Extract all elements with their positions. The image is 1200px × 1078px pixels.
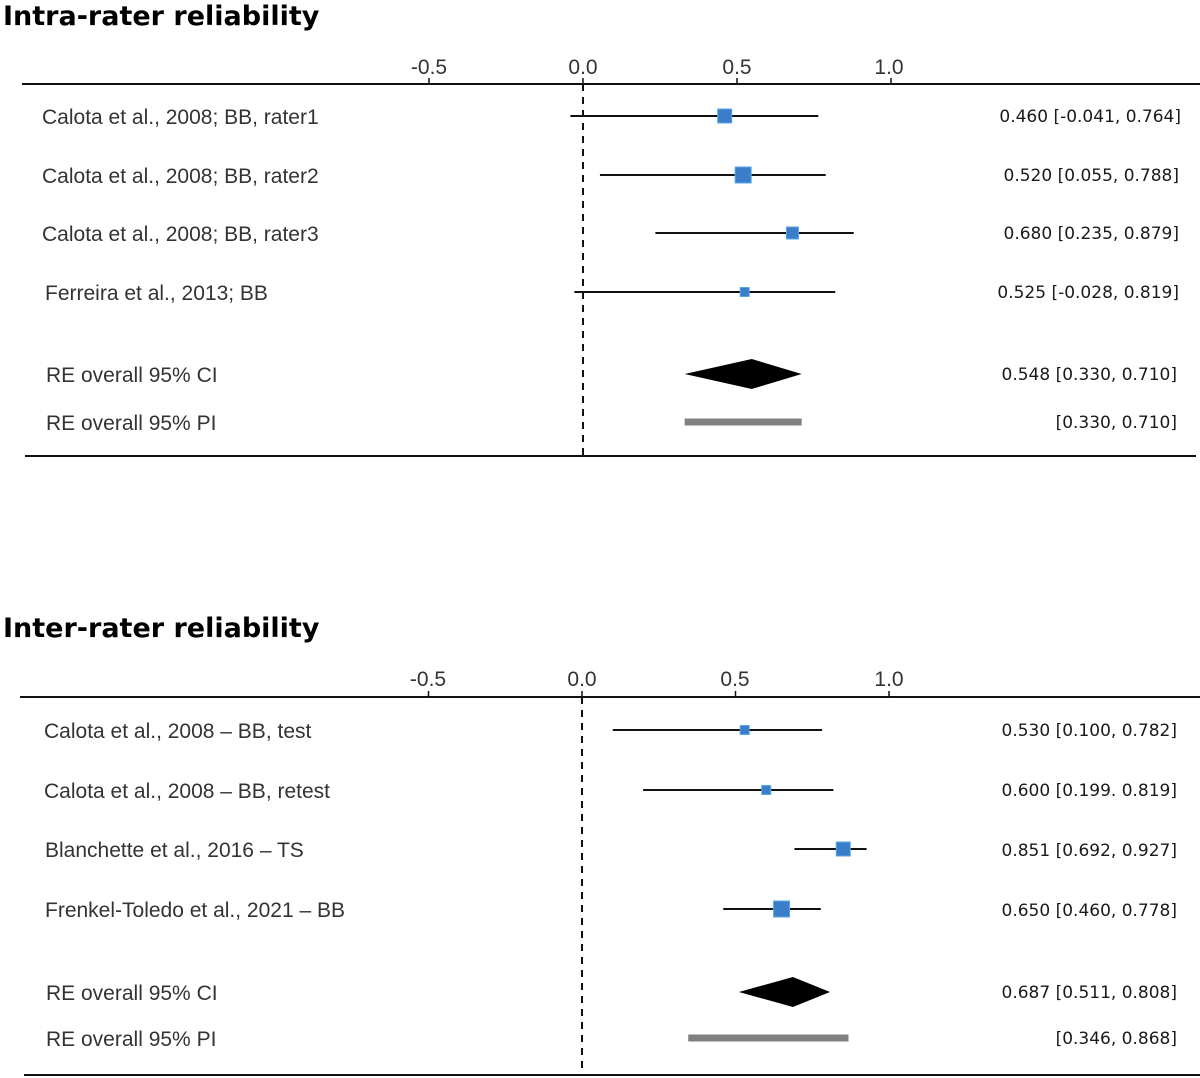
overall-pi-value: [0.330, 0.710]	[1056, 413, 1177, 433]
point-estimate-marker	[739, 725, 750, 735]
study-label: Blanchette et al., 2016 – TS	[45, 839, 304, 862]
study-label: Calota et al., 2008 – BB, retest	[44, 780, 330, 803]
point-estimate-marker	[761, 785, 772, 795]
study-label: Calota et al., 2008 – BB, test	[44, 720, 311, 743]
point-estimate-marker	[717, 108, 733, 124]
value-label: 0.530 [0.100, 0.782]	[1002, 721, 1177, 741]
study-label: Calota et al., 2008; BB, rater2	[42, 165, 319, 188]
inter-rater-panel: Inter-rater reliability -0.5 0.0 0.5 1.0…	[3, 613, 1200, 1076]
point-estimate-marker	[773, 900, 791, 918]
plot-marks	[20, 691, 1200, 1076]
overall-pi-label: RE overall 95% PI	[46, 412, 216, 435]
overall-ci-value: 0.548 [0.330, 0.710]	[1002, 365, 1177, 385]
value-label: 0.460 [-0.041, 0.764]	[999, 107, 1181, 127]
value-label: 0.680 [0.235, 0.879]	[1004, 224, 1179, 244]
panel-title: Inter-rater reliability	[3, 613, 320, 644]
point-estimate-marker	[835, 841, 851, 857]
overall-ci-label: RE overall 95% CI	[46, 982, 218, 1005]
plot-marks	[22, 78, 1200, 457]
value-label: 0.520 [0.055, 0.788]	[1004, 166, 1179, 186]
tick-label: -0.5	[410, 668, 446, 691]
tick-label: 1.0	[874, 56, 903, 79]
overall-pi-label: RE overall 95% PI	[46, 1028, 216, 1051]
overall-pi-bar	[684, 418, 802, 426]
point-estimate-marker	[785, 226, 799, 240]
intra-rater-panel: Intra-rater reliability -0.5 0.0 0.5 1.0…	[3, 1, 1200, 457]
value-label: 0.600 [0.199. 0.819]	[1002, 781, 1177, 801]
tick-label: 0.5	[722, 56, 751, 79]
overall-ci-label: RE overall 95% CI	[46, 364, 218, 387]
study-label: Calota et al., 2008; BB, rater3	[42, 223, 319, 246]
overall-ci-diamond	[738, 977, 831, 1007]
overall-pi-bar	[688, 1034, 849, 1042]
value-label: 0.650 [0.460, 0.778]	[1002, 901, 1177, 921]
tick-label: 0.5	[720, 668, 749, 691]
study-label: Frenkel-Toledo et al., 2021 – BB	[45, 899, 345, 922]
study-label: Ferreira et al., 2013; BB	[45, 282, 268, 305]
point-estimate-marker	[739, 287, 750, 297]
tick-label: -0.5	[411, 56, 447, 79]
value-label: 0.525 [-0.028, 0.819]	[997, 283, 1179, 303]
overall-pi-value: [0.346, 0.868]	[1056, 1029, 1177, 1049]
study-label: Calota et al., 2008; BB, rater1	[42, 106, 319, 129]
point-estimate-marker	[734, 166, 752, 184]
value-label: 0.851 [0.692, 0.927]	[1002, 841, 1177, 861]
tick-label: 0.0	[568, 56, 597, 79]
overall-ci-value: 0.687 [0.511, 0.808]	[1002, 983, 1177, 1003]
tick-label: 1.0	[874, 668, 903, 691]
overall-ci-diamond	[684, 359, 802, 389]
panel-title: Intra-rater reliability	[3, 1, 320, 32]
tick-label: 0.0	[567, 668, 596, 691]
